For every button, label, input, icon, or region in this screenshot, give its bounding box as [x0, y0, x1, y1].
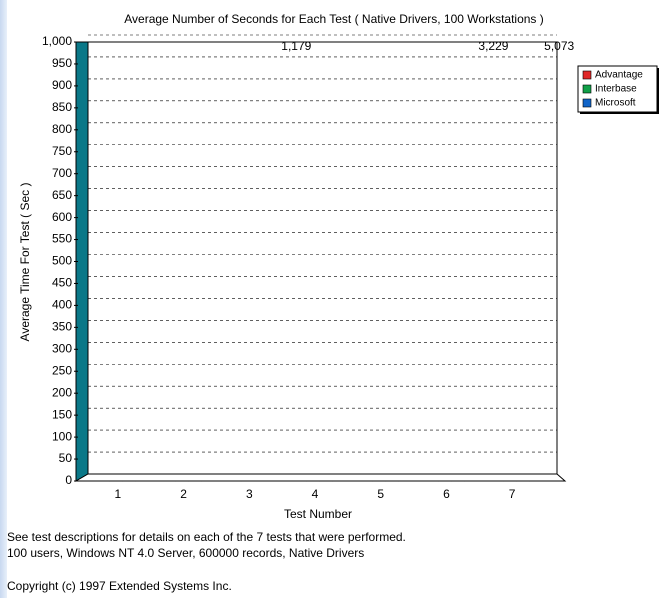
note: Copyright (c) 1997 Extended Systems Inc. — [7, 579, 232, 593]
y-tick-label: 900 — [52, 78, 72, 92]
legend-swatch — [582, 70, 592, 80]
y-tick-label: 850 — [52, 100, 72, 114]
x-tick-label: 5 — [377, 487, 384, 501]
y-tick-label: 400 — [52, 298, 72, 312]
window-edge — [0, 0, 7, 598]
y-tick-label: 800 — [52, 122, 72, 136]
y-tick-label: 450 — [52, 276, 72, 290]
y-tick-label: 100 — [52, 429, 72, 443]
x-tick-label: 6 — [443, 487, 450, 501]
value-label: 5,073 — [544, 39, 574, 53]
y-tick-label: 50 — [59, 451, 73, 465]
y-tick-label: 200 — [52, 385, 72, 399]
y-tick-label: 500 — [52, 254, 72, 268]
x-tick-label: 1 — [115, 487, 122, 501]
value-label: 3,229 — [478, 39, 508, 53]
legend-label: Advantage — [595, 70, 643, 81]
back-wall — [87, 41, 558, 475]
y-tick-label: 550 — [52, 232, 72, 246]
floor — [74, 473, 567, 482]
y-tick-label: 300 — [52, 341, 72, 355]
x-tick-label: 4 — [312, 487, 319, 501]
chart: Average Number of Seconds for Each Test … — [18, 12, 659, 521]
x-axis-label: Test Number — [284, 507, 352, 521]
value-label: 1,179 — [281, 39, 311, 53]
legend-swatch — [582, 98, 592, 108]
y-tick-label: 750 — [52, 144, 72, 158]
x-tick-label: 2 — [180, 487, 187, 501]
note: See test descriptions for details on eac… — [7, 530, 406, 544]
y-tick-label: 650 — [52, 188, 72, 202]
x-tick-label: 7 — [509, 487, 516, 501]
x-tick-label: 3 — [246, 487, 253, 501]
note: 100 users, Windows NT 4.0 Server, 600000… — [7, 546, 365, 560]
y-tick-label: 600 — [52, 210, 72, 224]
chart-title: Average Number of Seconds for Each Test … — [124, 12, 544, 26]
y-tick-label: 700 — [52, 166, 72, 180]
y-tick-label: 350 — [52, 320, 72, 334]
y-tick-label: 250 — [52, 363, 72, 377]
legend-label: Interbase — [595, 84, 637, 95]
y-axis-label: Average Time For Test ( Sec ) — [18, 183, 32, 342]
legend-label: Microsoft — [595, 98, 636, 109]
legend-swatch — [582, 84, 592, 94]
y-tick-label: 0 — [65, 473, 72, 487]
y-tick-label: 1,000 — [42, 34, 72, 48]
y-tick-label: 950 — [52, 56, 72, 70]
y-tick-label: 150 — [52, 407, 72, 421]
